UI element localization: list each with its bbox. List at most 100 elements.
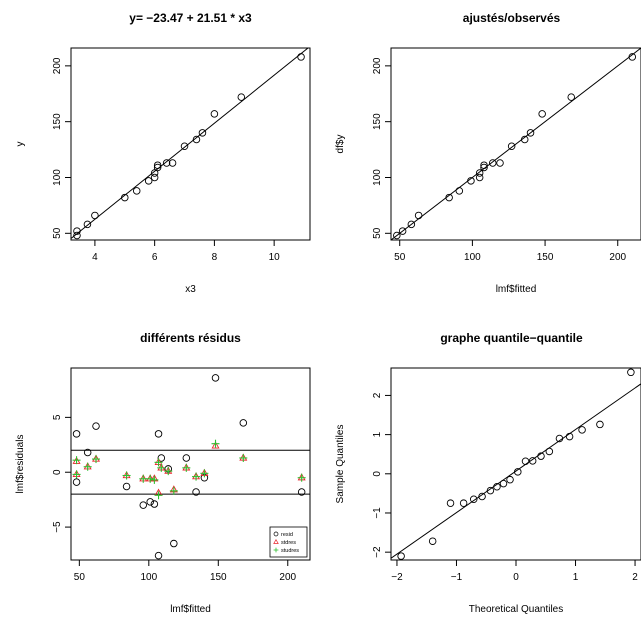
data-point — [237, 93, 246, 101]
plot-area — [71, 374, 310, 560]
x-tick-label: 100 — [140, 572, 157, 583]
fit-line — [391, 383, 641, 559]
y-tick-label: −5 — [52, 521, 63, 533]
data-point-studres — [164, 467, 173, 476]
data-point-studres — [92, 455, 101, 464]
data-point — [565, 432, 574, 441]
legend-entry-resid: resid — [281, 532, 293, 538]
y-tick-label: 2 — [372, 392, 383, 398]
data-point — [91, 211, 99, 220]
x-tick-label: 8 — [212, 252, 218, 263]
data-point — [478, 492, 486, 501]
data-point — [627, 368, 635, 377]
data-point — [398, 227, 407, 235]
data-point-studres — [154, 491, 163, 500]
data-point — [459, 499, 468, 507]
data-point — [469, 495, 478, 504]
data-point — [428, 537, 437, 545]
data-point — [455, 187, 464, 195]
y-tick-label: 100 — [52, 169, 63, 186]
plot-frame — [390, 367, 641, 561]
data-point-studres — [122, 471, 131, 480]
chart-title: y= −23.47 + 21.51 * x3 — [129, 11, 252, 25]
x-tick-label: 50 — [74, 572, 86, 583]
data-point — [192, 135, 201, 144]
data-point-studres — [83, 462, 92, 471]
data-point-studres — [157, 463, 166, 472]
data-point — [628, 53, 637, 61]
x-tick-label: −1 — [451, 572, 463, 583]
data-point — [486, 486, 495, 495]
data-point-studres — [200, 469, 209, 478]
data-point — [521, 457, 530, 466]
data-point-studres — [72, 456, 81, 465]
data-point-stdres — [211, 441, 220, 449]
data-point — [83, 448, 92, 457]
plot-area — [71, 48, 309, 240]
data-point — [520, 135, 529, 144]
chart-title: graphe quantile−quantile — [440, 331, 583, 345]
y-tick-label: 100 — [372, 169, 383, 186]
data-point — [537, 452, 545, 460]
legend-marker-resid — [273, 531, 279, 537]
data-point — [480, 161, 488, 169]
data-point-studres — [169, 486, 178, 495]
legend: resid stdres studres — [269, 526, 308, 558]
y-axis-label: y — [15, 142, 26, 147]
chart-panel-1: y= −23.47 + 21.51 * x3 4 6 8 10 50 100 150 200 x3… — [15, 11, 311, 295]
y-axis-label: Sample Quantiles — [335, 425, 346, 504]
data-point — [153, 161, 162, 169]
fit-line — [71, 48, 309, 239]
y-axis-label: df$y — [335, 135, 346, 154]
plot-area — [391, 48, 641, 240]
x-tick-label: 2 — [632, 572, 638, 583]
x-tick-label: 150 — [210, 572, 227, 583]
y-tick-label: 200 — [372, 57, 383, 74]
data-point — [414, 211, 423, 220]
x-axis-label: Theoretical Quantiles — [469, 604, 564, 615]
data-point — [446, 499, 455, 507]
y-tick-label: 50 — [372, 227, 383, 239]
data-point — [192, 488, 200, 496]
data-point — [499, 479, 508, 488]
y-tick-label: −2 — [372, 546, 383, 558]
y-tick-label: −1 — [372, 507, 383, 519]
data-point — [154, 430, 163, 438]
data-point — [72, 478, 81, 486]
x-tick-label: 150 — [537, 252, 554, 263]
y-tick-label: 0 — [52, 469, 63, 475]
data-point — [157, 454, 166, 462]
data-point — [538, 110, 546, 118]
y-tick-label: 0 — [372, 471, 383, 477]
chart-title: ajustés/observés — [463, 11, 561, 25]
data-point — [162, 159, 171, 167]
legend-entry-studres: studres — [281, 548, 299, 554]
data-point — [182, 454, 191, 462]
data-point — [150, 169, 159, 177]
x-tick-label: 10 — [269, 252, 281, 263]
data-point — [488, 159, 497, 167]
legend-marker-studres — [273, 547, 279, 553]
chart-panel-2: ajustés/observés 50 100 150 200 50 100 150 200 lm… — [335, 11, 641, 295]
x-axis-label: lmf$fitted — [496, 284, 537, 295]
data-point — [596, 420, 604, 429]
data-point — [73, 231, 81, 240]
x-tick-label: 100 — [464, 252, 481, 263]
data-point — [122, 482, 131, 491]
legend-marker-stdres — [273, 539, 279, 544]
data-point — [153, 163, 162, 172]
data-point — [496, 159, 504, 167]
data-point — [210, 110, 219, 118]
x-tick-label: −2 — [391, 572, 403, 583]
x-tick-label: 50 — [394, 252, 406, 263]
data-point — [475, 173, 484, 182]
fit-line — [391, 48, 641, 240]
x-axis-label: lmf$fitted — [170, 604, 211, 615]
data-point — [121, 193, 129, 202]
data-point — [170, 539, 178, 548]
data-point — [239, 419, 248, 427]
data-point — [555, 434, 564, 443]
x-tick-label: 200 — [279, 572, 296, 583]
data-point — [545, 447, 554, 456]
